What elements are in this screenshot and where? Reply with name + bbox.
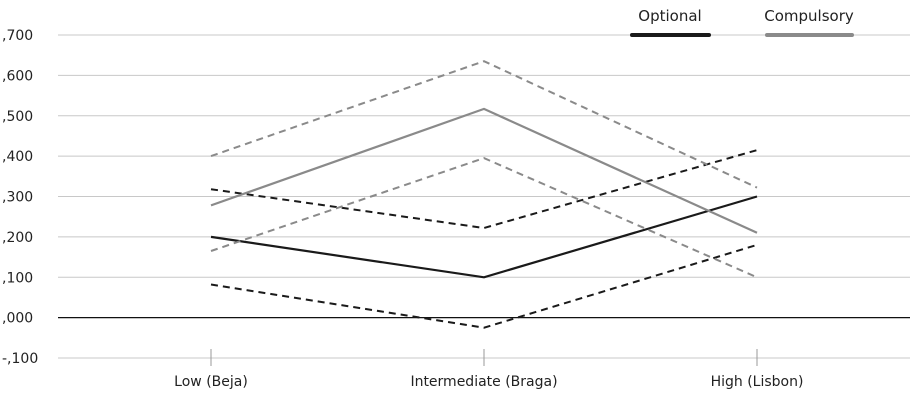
legend-label-compulsory: Compulsory [764,7,854,25]
legend-item-optional: Optional [630,7,711,37]
series-line-optional-solid-0 [210,195,758,279]
legend-item-compulsory: Compulsory [764,7,854,37]
y-tick-label: ,600 [2,68,33,84]
y-tick-label: ,400 [2,149,33,165]
series-line-compulsory-solid-3 [210,107,758,234]
series-line-optional-dashed-2 [210,243,758,329]
x-tick-label: Low (Beja) [174,374,248,390]
y-tick-label: ,700 [2,28,33,44]
y-tick-label: ,200 [2,230,33,246]
x-axis-ticks: Low (Beja) Intermediate (Braga) High (Lisb… [174,349,803,390]
legend: Optional Compulsory [630,7,854,37]
y-axis-ticks: -,100 ,000 ,100 ,200 ,300 ,400 ,500 ,600 ,700 [2,28,38,367]
series-line-optional-dashed-1 [210,149,758,230]
y-tick-label: ,100 [2,270,33,286]
y-tick-label: ,300 [2,190,33,206]
series-lines [210,60,758,329]
y-tick-label: -,100 [2,351,38,367]
gridlines [58,34,910,359]
x-tick-label: Intermediate (Braga) [410,374,557,390]
y-tick-label: ,000 [2,311,33,327]
y-tick-label: ,500 [2,109,33,125]
series-line-compulsory-dashed-5 [210,157,758,279]
series-line-compulsory-dashed-4 [210,60,758,189]
legend-label-optional: Optional [638,7,701,25]
x-tick-label: High (Lisbon) [711,374,804,390]
